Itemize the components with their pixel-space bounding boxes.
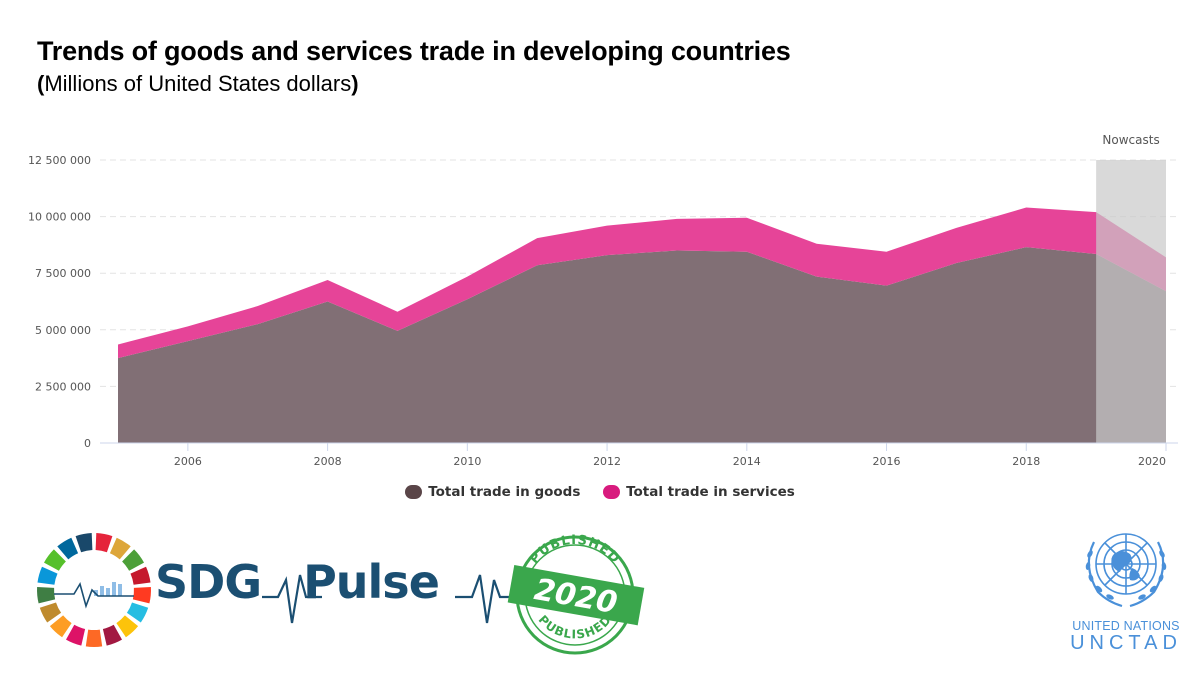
stamp-top-text: PUBLISHED	[527, 533, 622, 567]
y-tick-label: 0	[84, 437, 91, 450]
area-series	[118, 207, 1166, 443]
sdg-wheel-segment	[49, 615, 72, 638]
subtitle-close-paren: )	[351, 71, 359, 96]
legend-swatch-goods	[405, 485, 423, 499]
sdg-mini-bar	[100, 586, 104, 596]
un-line1: UNITED NATIONS	[1072, 619, 1180, 633]
sdg-text: SDG	[155, 555, 262, 609]
sdg-wheel-segment	[122, 549, 144, 571]
x-tick-label: 2018	[1012, 455, 1040, 468]
sdg-wheel-segment	[37, 566, 58, 585]
area-goods[interactable]	[118, 247, 1166, 443]
x-tick-label: 2020	[1138, 455, 1166, 468]
subtitle-open-paren: (	[37, 71, 45, 96]
un-unctad-logo: UNITED NATIONS UNCTAD	[1070, 520, 1182, 655]
pulse-line-icon	[262, 574, 510, 624]
x-tick-label: 2010	[453, 455, 481, 468]
sdg-wheel-segment	[44, 549, 66, 571]
sdg-wheel-logo	[37, 533, 151, 647]
x-tick-label: 2012	[593, 455, 621, 468]
legend-label-services: Total trade in services	[626, 484, 795, 500]
y-tick-label: 10 000 000	[28, 211, 91, 224]
sdg-wheel-segment	[66, 624, 86, 646]
subtitle-text: Millions of United States dollars	[44, 71, 352, 96]
chart-subtitle: (Millions of United States dollars)	[37, 71, 359, 97]
x-tick-label: 2016	[873, 455, 901, 468]
y-tick-label: 5 000 000	[35, 324, 91, 337]
sdg-mini-bar	[118, 584, 122, 596]
un-emblem-icon	[1085, 533, 1167, 608]
legend-item-goods[interactable]: Total trade in goods	[405, 484, 580, 500]
legend-label-goods: Total trade in goods	[428, 484, 581, 500]
x-tick-label: 2006	[174, 455, 202, 468]
sdg-wheel-segment	[109, 537, 131, 560]
sdg-mini-bar	[112, 582, 116, 596]
sdg-wheel-segment	[102, 624, 122, 646]
area-chart: Nowcasts 0 2 500 000 5 000 000 7 500 000 10 …	[28, 133, 1178, 468]
sdg-pulse-wordmark: SDG Pulse	[155, 555, 440, 609]
chart-title: Trends of goods and services trade in de…	[37, 36, 791, 66]
area-services[interactable]	[118, 207, 1166, 359]
y-tick-label: 12 500 000	[28, 154, 91, 167]
sdg-mini-bar	[106, 588, 110, 596]
svg-text:PUBLISHED: PUBLISHED	[527, 533, 623, 567]
y-tick-label: 7 500 000	[35, 267, 91, 280]
sdg-wheel-segment	[126, 602, 149, 623]
sdg-wheel-segment	[39, 602, 62, 623]
chart-legend: Total trade in goods Total trade in serv…	[0, 484, 1200, 503]
published-2020-stamp: PUBLISHED PUBLISHED 2020	[507, 533, 645, 655]
sdg-wheel-segment	[57, 537, 79, 560]
sdg-wheel-segment	[95, 533, 113, 553]
x-tick-label: 2014	[733, 455, 761, 468]
sdg-pulse-mini	[54, 581, 134, 609]
sdg-wheel-segment	[130, 566, 151, 585]
sdg-wheel-segment	[132, 587, 151, 604]
un-line2: UNCTAD	[1070, 632, 1182, 654]
x-tick-label: 2008	[314, 455, 342, 468]
pulse-text: Pulse	[303, 555, 440, 609]
sdg-wheel-segment	[75, 533, 93, 553]
nowcast-rect	[1096, 160, 1166, 443]
sdg-wheel-segment	[116, 615, 139, 638]
sdg-wheel-segment	[85, 629, 103, 647]
sdg-wheel-segment	[37, 587, 56, 604]
nowcast-band: Nowcasts	[1096, 133, 1166, 443]
legend-item-services[interactable]: Total trade in services	[603, 484, 795, 500]
nowcast-label: Nowcasts	[1102, 133, 1159, 147]
y-tick-label: 2 500 000	[35, 380, 91, 393]
legend-swatch-services	[603, 485, 621, 499]
axes: 0 2 500 000 5 000 000 7 500 000 10 000 000 12…	[28, 154, 1178, 468]
